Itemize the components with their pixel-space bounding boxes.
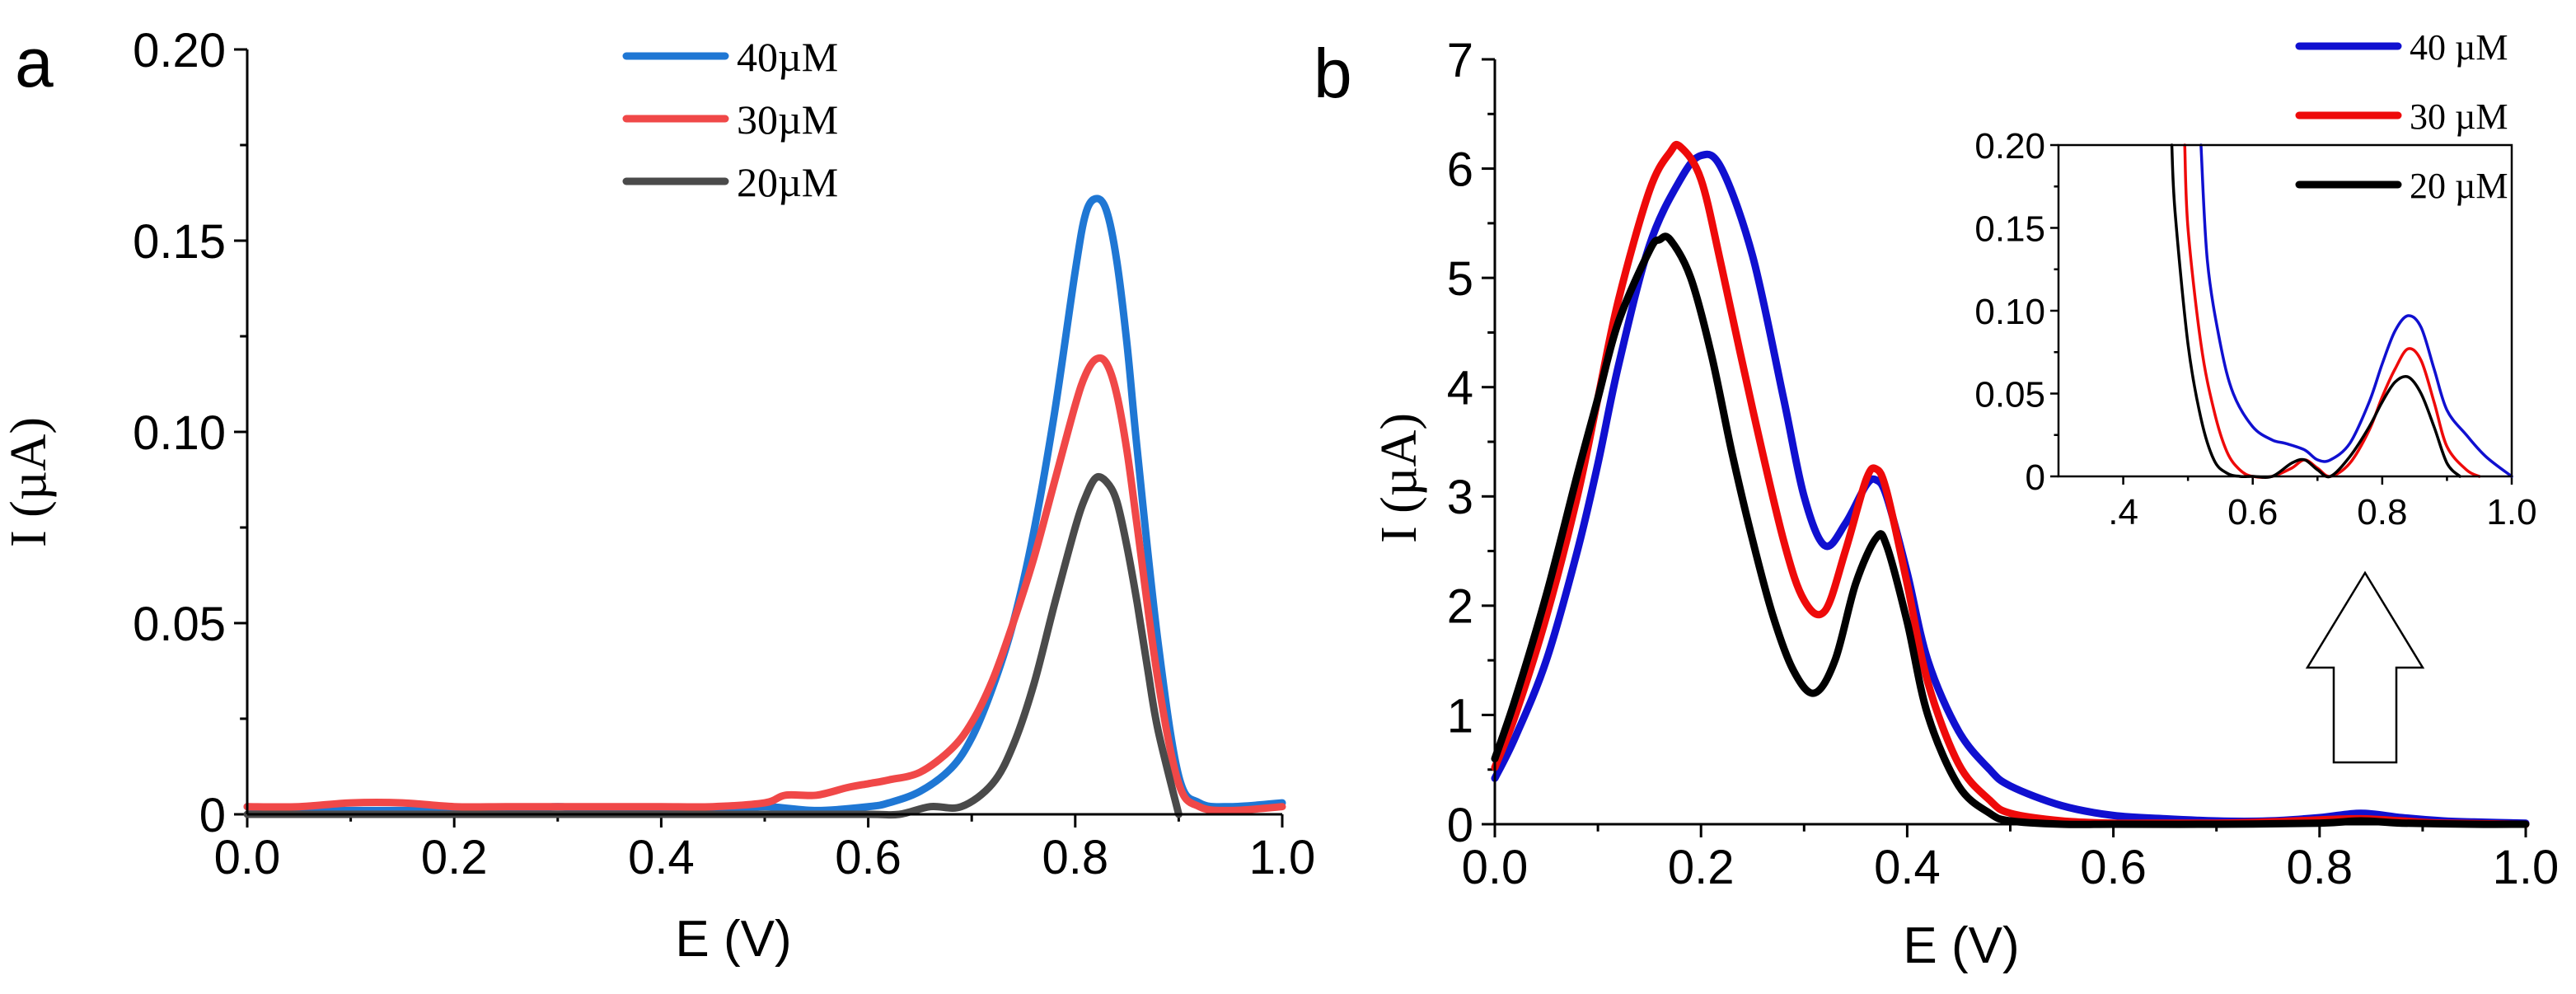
panel-a-x-label: E (V) xyxy=(675,911,791,968)
inset-x-tick-label: 0.8 xyxy=(2357,492,2407,532)
inset-series xyxy=(2170,143,2513,479)
panel-b-x-tick-label: 0.8 xyxy=(2286,841,2353,894)
panel-b-legend-label: 20 µM xyxy=(2410,166,2508,206)
inset-frame xyxy=(2057,143,2513,478)
panel-a-ticks: 0.0 0.2 0.4 0.6 0.8 1.0 0 0.05 0.10 0.15 0.20 xyxy=(133,24,1315,884)
panel-a-series-line-2 xyxy=(243,354,1286,814)
inset-y-tick-label: 0.10 xyxy=(1974,292,2045,332)
panel-a-x-tick-label: 0.4 xyxy=(628,831,695,884)
panel-b-x-tick-label: 0.6 xyxy=(2080,841,2147,894)
panel-a-x-tick-label: 0.0 xyxy=(214,831,281,884)
inset-y-tick-label: 0.15 xyxy=(1974,209,2045,249)
panel-a-legend: 40µM 30µM 20µM xyxy=(622,34,838,205)
panel-a-y-label: I (µA) xyxy=(1,417,57,547)
panel-b-y-label: I (µA) xyxy=(1371,413,1427,543)
inset-series-line-3 xyxy=(2170,143,2461,479)
panel-a-x-tick-label: 0.2 xyxy=(421,831,488,884)
panel-b-y-tick-label: 1 xyxy=(1447,689,1473,743)
inset-series-line-1 xyxy=(2199,143,2513,478)
panel-a-y-tick-label: 0.10 xyxy=(133,406,226,460)
inset-x-tick-label: 0.6 xyxy=(2227,492,2278,532)
panel-a-legend-label: 20µM xyxy=(737,159,838,205)
panel-b-y-tick-label: 3 xyxy=(1447,471,1473,524)
panel-b-legend-label: 40 µM xyxy=(2410,27,2508,68)
panel-b-y-tick-label: 2 xyxy=(1447,580,1473,634)
panel-b-y-tick-label: 0 xyxy=(1447,799,1473,852)
panel-a-x-tick-label: 1.0 xyxy=(1249,831,1316,884)
panel-a-x-tick-label: 0.6 xyxy=(835,831,902,884)
panel-b-y-tick-label: 4 xyxy=(1447,362,1473,415)
panel-a-y-tick-label: 0.15 xyxy=(133,215,226,269)
inset-ticks: .4 0.6 0.8 1.0 0 0.05 0.10 0.15 0.20 xyxy=(1974,126,2536,532)
panel-b-x-label: E (V) xyxy=(1903,917,2019,974)
panel-b-legend: 40 µM 30 µM 20 µM xyxy=(2295,27,2508,206)
panel-b-y-tick-label: 6 xyxy=(1447,143,1473,196)
panel-b-y-tick-label: 7 xyxy=(1447,34,1473,87)
panel-b-x-tick-label: 1.0 xyxy=(2493,841,2560,894)
panel-a-label: a xyxy=(15,24,54,101)
panel-b-label: b xyxy=(1314,35,1352,112)
inset-x-tick-label: .4 xyxy=(2108,492,2138,532)
panel-a-legend-label: 40µM xyxy=(737,34,838,80)
panel-b-legend-label: 30 µM xyxy=(2410,96,2508,137)
panel-b-y-tick-label: 5 xyxy=(1447,252,1473,306)
panel-a: a 0.0 0.2 0.4 0.6 0.8 1.0 0 0.05 0.10 0.15 0.20 E … xyxy=(1,24,1315,968)
panel-a-y-tick-label: 0 xyxy=(199,789,226,842)
inset-background xyxy=(2058,145,2512,476)
inset-y-tick-label: 0.20 xyxy=(1974,126,2045,166)
panel-a-y-tick-label: 0.05 xyxy=(133,598,226,651)
panel-b-x-tick-label: 0.2 xyxy=(1668,841,1735,894)
panel-a-x-tick-label: 0.8 xyxy=(1042,831,1108,884)
panel-a-y-tick-label: 0.20 xyxy=(133,24,226,77)
panel-b-inset: .4 0.6 0.8 1.0 0 0.05 0.10 0.15 0.20 xyxy=(1974,126,2536,532)
panel-a-legend-label: 30µM xyxy=(737,96,838,143)
inset-y-tick-label: 0.05 xyxy=(1974,374,2045,415)
inset-x-tick-label: 1.0 xyxy=(2486,492,2536,532)
panel-b-x-tick-label: 0.0 xyxy=(1462,841,1529,894)
panel-b-x-tick-label: 0.4 xyxy=(1874,841,1941,894)
inset-y-tick-label: 0 xyxy=(2026,457,2045,498)
up-arrow-icon xyxy=(2305,570,2425,764)
